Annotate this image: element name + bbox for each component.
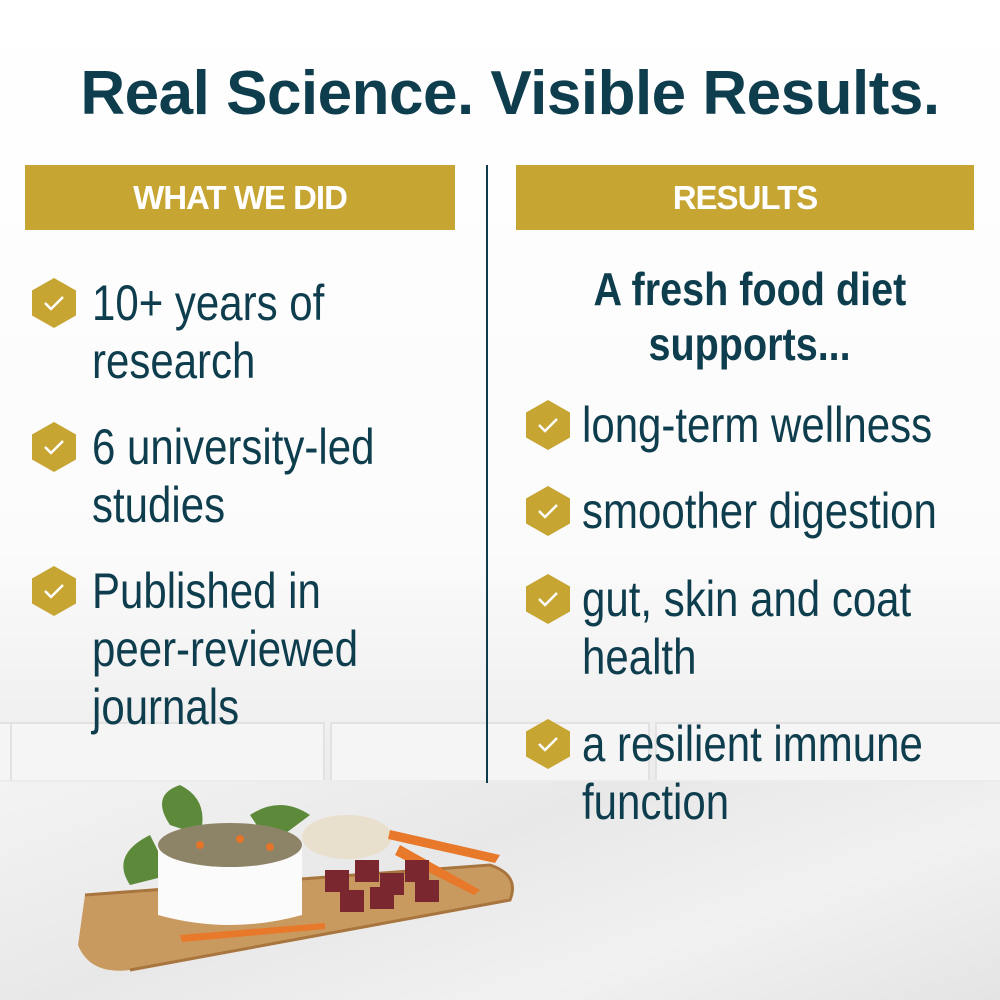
item-line: research — [92, 333, 256, 389]
left-item: 10+ years of research — [32, 274, 369, 390]
carrot — [388, 830, 500, 863]
item-line: gut, skin and coat — [582, 571, 912, 627]
item-line: smoother digestion — [582, 483, 937, 539]
item-line: peer-reviewed — [92, 621, 359, 677]
beef-cubes — [325, 860, 439, 912]
hexagon-check-icon — [526, 400, 570, 450]
item-line: function — [582, 774, 730, 830]
item-line: 6 university-led — [92, 419, 375, 475]
carrot — [395, 845, 480, 895]
column-divider — [486, 165, 488, 783]
food-board-image — [78, 785, 514, 972]
right-item: gut, skin and coat health — [526, 570, 974, 686]
results-header: RESULTS — [516, 165, 974, 230]
item-line: journals — [92, 679, 240, 735]
grain-bowl — [302, 815, 392, 859]
hexagon-check-icon — [526, 719, 570, 769]
right-item: long-term wellness — [526, 396, 999, 454]
hexagon-check-icon — [32, 566, 76, 616]
item-line: Published in — [92, 563, 321, 619]
hexagon-check-icon — [526, 486, 570, 536]
lead-line: A fresh food diet — [593, 263, 907, 315]
item-line: 10+ years of — [92, 275, 325, 331]
backsplash-tile — [330, 722, 650, 780]
food-in-bowl — [158, 823, 302, 867]
hexagon-check-icon — [32, 278, 76, 328]
carrot — [180, 923, 325, 942]
white-bowl — [158, 845, 302, 925]
lead-line: supports... — [648, 318, 852, 370]
hexagon-check-icon — [32, 422, 76, 472]
left-item: Published in peer-reviewed journals — [32, 562, 409, 736]
item-line: long-term wellness — [582, 397, 933, 453]
left-item: 6 university-led studies — [32, 418, 428, 534]
right-item: smoother digestion — [526, 482, 1000, 540]
item-line: health — [582, 629, 697, 685]
what-we-did-header: WHAT WE DID — [25, 165, 455, 230]
item-line: a resilient immune — [582, 716, 923, 772]
right-item: a resilient immune function — [526, 715, 988, 831]
page-title: Real Science. Visible Results. — [80, 59, 940, 128]
item-line: studies — [92, 477, 226, 533]
backsplash-tile — [10, 722, 325, 780]
results-lead: A fresh food diet supports... — [516, 262, 984, 372]
hexagon-check-icon — [526, 574, 570, 624]
backsplash-tile — [655, 722, 1000, 780]
kale — [123, 785, 310, 885]
